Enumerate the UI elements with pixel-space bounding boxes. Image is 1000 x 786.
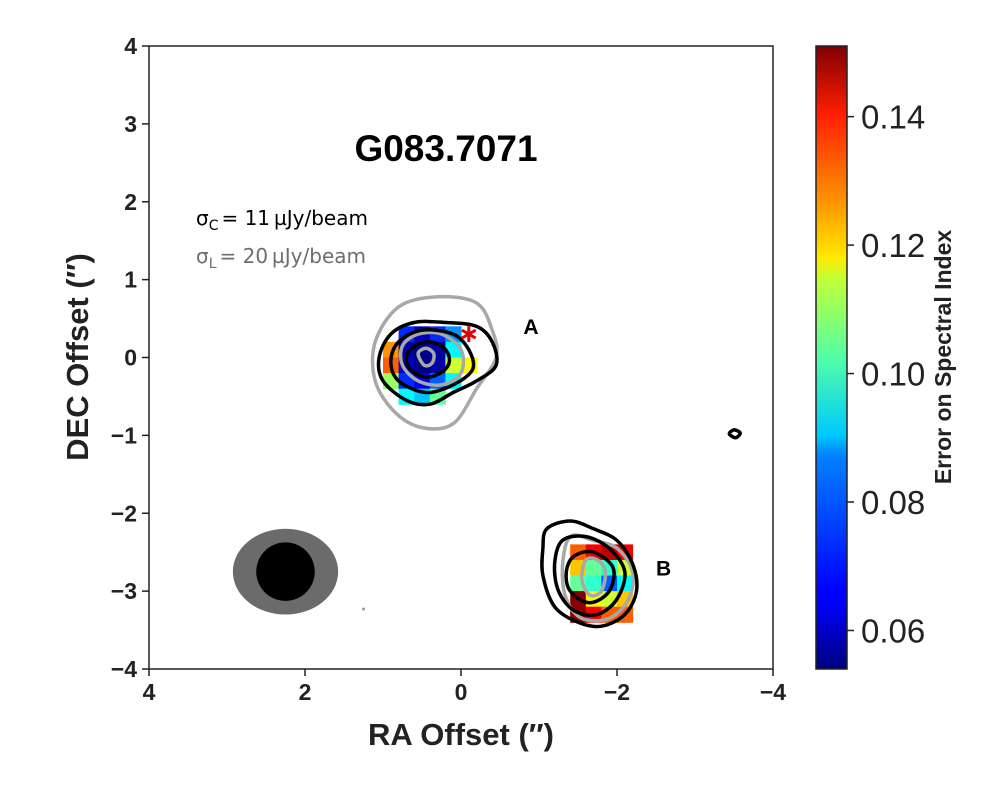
colorbar-tick-label: 0.10 bbox=[861, 356, 925, 393]
x-axis-label: RA Offset (″) bbox=[368, 717, 554, 752]
sigma-c-symbol: σ bbox=[196, 206, 209, 230]
chart-title: G083.7071 bbox=[354, 128, 537, 169]
contour-c-band bbox=[389, 328, 476, 395]
heatmap-pixel bbox=[585, 559, 602, 577]
y-tick-label: −1 bbox=[111, 422, 137, 448]
x-tick-label: 4 bbox=[143, 679, 156, 705]
y-tick-label: 3 bbox=[124, 111, 137, 137]
colorbar-tick-label: 0.14 bbox=[861, 99, 925, 136]
sigma-l-symbol: σ bbox=[196, 244, 209, 268]
sigma-c-subscript: C bbox=[209, 218, 219, 234]
contour-c-band bbox=[727, 428, 742, 440]
colorbar-tick-label: 0.12 bbox=[861, 227, 925, 264]
contour-l-band bbox=[580, 556, 608, 598]
x-axis-ticks: 4 2 0 −2 −4 bbox=[143, 669, 786, 705]
contour-l-band bbox=[398, 330, 466, 387]
y-tick-label: 4 bbox=[124, 33, 137, 59]
source-label-b: B bbox=[656, 558, 671, 581]
y-axis-label: DEC Offset (″) bbox=[60, 253, 95, 461]
heatmap-pixel bbox=[601, 544, 618, 561]
x-tick-label: −4 bbox=[760, 679, 786, 705]
small-beam-dot bbox=[362, 607, 365, 611]
colorbar-tick-label: 0.06 bbox=[861, 612, 925, 649]
x-tick-label: 0 bbox=[455, 679, 468, 705]
sigma-l-annotation: σL = 20 µJy/beam bbox=[196, 244, 366, 272]
contour-c-band bbox=[540, 519, 639, 629]
sigma-c-value: = 11 µJy/beam bbox=[221, 206, 368, 230]
x-tick-label: −2 bbox=[604, 679, 630, 705]
y-axis-ticks: 4 3 2 1 0 −1 −2 −3 −4 bbox=[111, 33, 149, 682]
y-tick-label: 2 bbox=[124, 189, 137, 215]
source-label-a: A bbox=[523, 316, 538, 339]
contour-l-band bbox=[416, 346, 436, 368]
contour-c-band bbox=[552, 534, 627, 617]
contour-c-band bbox=[404, 340, 452, 379]
y-tick-label: −3 bbox=[111, 578, 137, 604]
colorbar-label: Error on Spectral Index bbox=[930, 230, 956, 485]
colorbar bbox=[815, 45, 848, 670]
contour-l-band bbox=[560, 533, 636, 623]
sigma-l-subscript: L bbox=[209, 256, 217, 272]
contour-c-band bbox=[564, 549, 616, 605]
x-tick-label: 2 bbox=[299, 679, 312, 705]
y-tick-label: 0 bbox=[124, 345, 137, 371]
colorbar-tick-label: 0.08 bbox=[861, 484, 925, 521]
plot-content: AB bbox=[232, 294, 742, 629]
beam-inner bbox=[256, 542, 315, 601]
contour-l-band bbox=[370, 294, 499, 431]
sigma-l-value: = 20 µJy/beam bbox=[220, 244, 367, 268]
contour-c-band bbox=[376, 319, 499, 407]
y-tick-label: −4 bbox=[111, 656, 137, 682]
source-marker bbox=[461, 328, 477, 340]
y-tick-label: 1 bbox=[124, 267, 137, 293]
colorbar-ticks: 0.06 0.08 0.10 0.12 0.14 bbox=[847, 99, 925, 649]
sigma-c-annotation: σC = 11 µJy/beam bbox=[196, 206, 368, 234]
heatmap-pixel bbox=[585, 575, 602, 592]
y-tick-label: −2 bbox=[111, 500, 137, 526]
